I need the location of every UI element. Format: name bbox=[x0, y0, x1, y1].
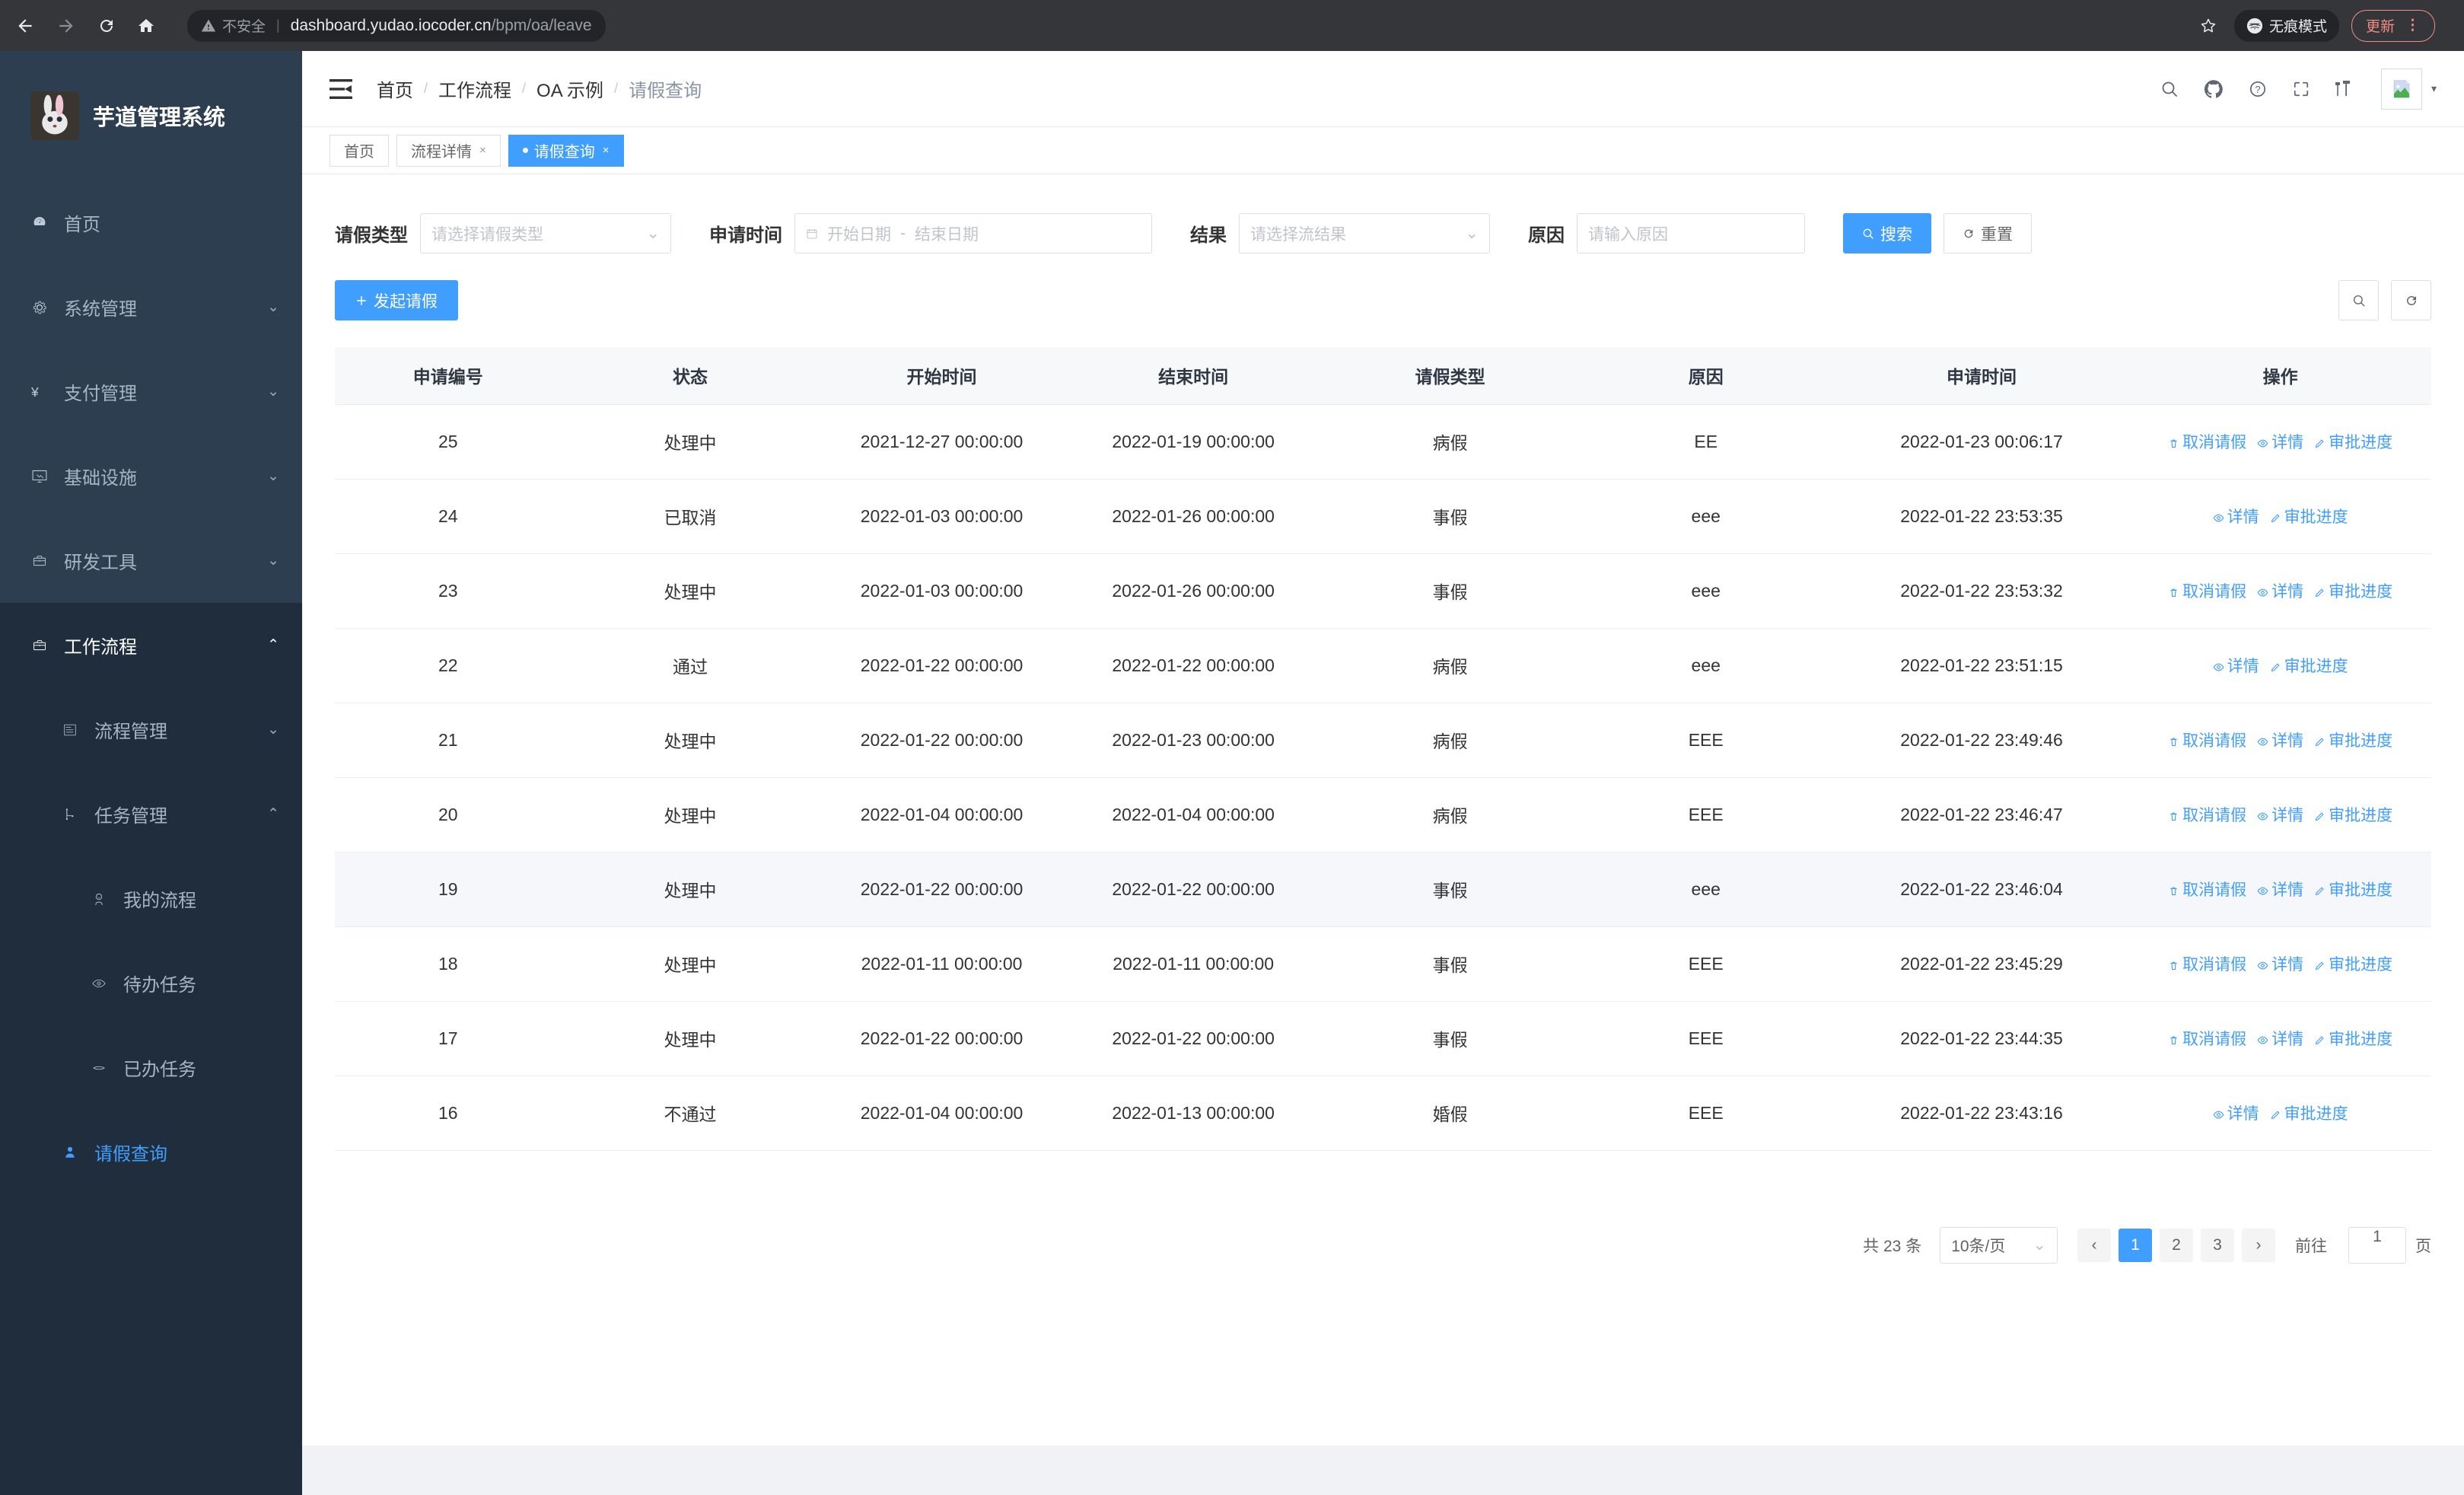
svg-text:¥: ¥ bbox=[31, 384, 39, 399]
svg-text:?: ? bbox=[2255, 84, 2260, 95]
